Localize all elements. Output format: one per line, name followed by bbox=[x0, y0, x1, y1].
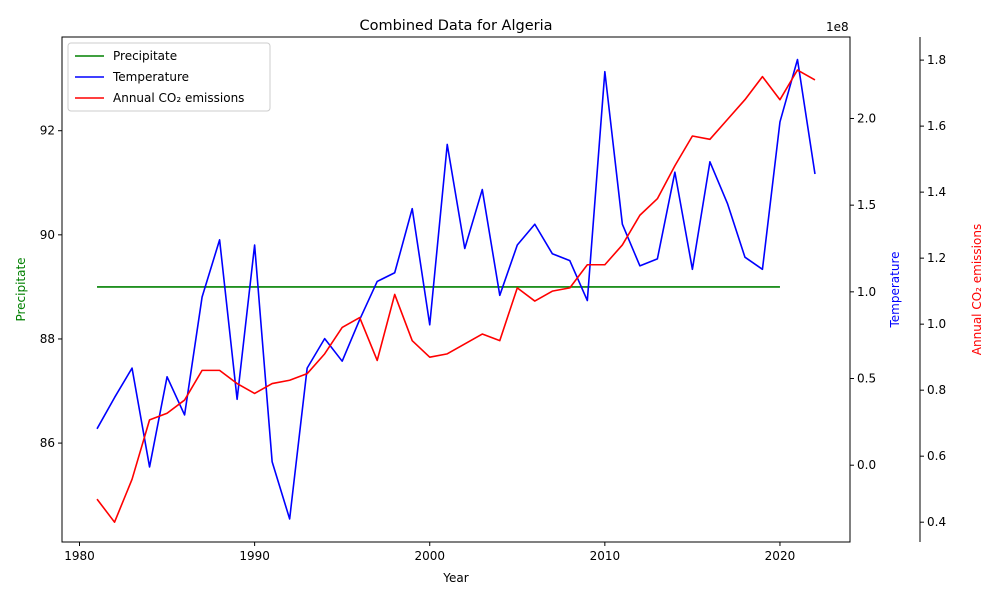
left-tick-label: 90 bbox=[40, 228, 55, 242]
right-axis-2: 0.4 0.6 0.8 1.0 1.2 1.4 1.6 1.8 bbox=[919, 37, 946, 542]
legend: Precipitate Temperature Annual CO₂ emissio… bbox=[67, 42, 271, 112]
plot-area bbox=[61, 36, 851, 543]
right-axis-multiplier: 1e8 bbox=[826, 20, 849, 34]
legend-label: Precipitate bbox=[113, 49, 177, 63]
series-layer bbox=[96, 58, 816, 524]
series-line-annual-co-emissions bbox=[96, 69, 816, 524]
right-2-tick-label: 1.0 bbox=[927, 317, 946, 331]
right-2-tick-label: 1.4 bbox=[927, 185, 946, 199]
right-2-tick-label: 1.2 bbox=[927, 251, 946, 265]
right-tick-label: 2.0 bbox=[857, 111, 876, 125]
x-tick-label: 2000 bbox=[414, 549, 445, 563]
left-tick-label: 88 bbox=[40, 332, 55, 346]
right-tick-label: 0.5 bbox=[857, 372, 876, 386]
right-axis: 0.0 0.5 1.0 1.5 2.0 bbox=[850, 111, 876, 472]
right-tick-label: 1.5 bbox=[857, 198, 876, 212]
right-2-tick-label: 0.4 bbox=[927, 515, 946, 529]
right-2-tick-label: 0.6 bbox=[927, 449, 946, 463]
right-axis-2-title: Annual CO₂ emissions bbox=[970, 224, 984, 355]
right-axis-title: Temperature bbox=[888, 251, 902, 328]
right-tick-label: 0.0 bbox=[857, 458, 876, 472]
x-tick-label: 2010 bbox=[590, 549, 621, 563]
left-axis: 86 88 90 92 bbox=[40, 124, 62, 450]
left-tick-label: 86 bbox=[40, 436, 55, 450]
x-axis-title: Year bbox=[442, 571, 468, 585]
series-line-temperature bbox=[96, 58, 816, 520]
chart-title: Combined Data for Algeria bbox=[359, 18, 552, 34]
x-tick-label: 2020 bbox=[765, 549, 796, 563]
right-2-tick-label: 0.8 bbox=[927, 383, 946, 397]
left-axis-title: Precipitate bbox=[14, 257, 28, 321]
x-axis: 1980 1990 2000 2010 2020 bbox=[64, 542, 795, 563]
legend-label: Annual CO₂ emissions bbox=[113, 91, 244, 105]
x-tick-label: 1980 bbox=[64, 549, 95, 563]
plot-frame bbox=[61, 36, 851, 543]
right-2-tick-label: 1.6 bbox=[927, 119, 946, 133]
x-tick-label: 1990 bbox=[239, 549, 270, 563]
legend-box bbox=[67, 42, 271, 112]
left-tick-label: 92 bbox=[40, 124, 55, 138]
legend-label: Temperature bbox=[112, 70, 189, 84]
right-tick-label: 1.0 bbox=[857, 285, 876, 299]
right-2-tick-label: 1.8 bbox=[927, 53, 946, 67]
